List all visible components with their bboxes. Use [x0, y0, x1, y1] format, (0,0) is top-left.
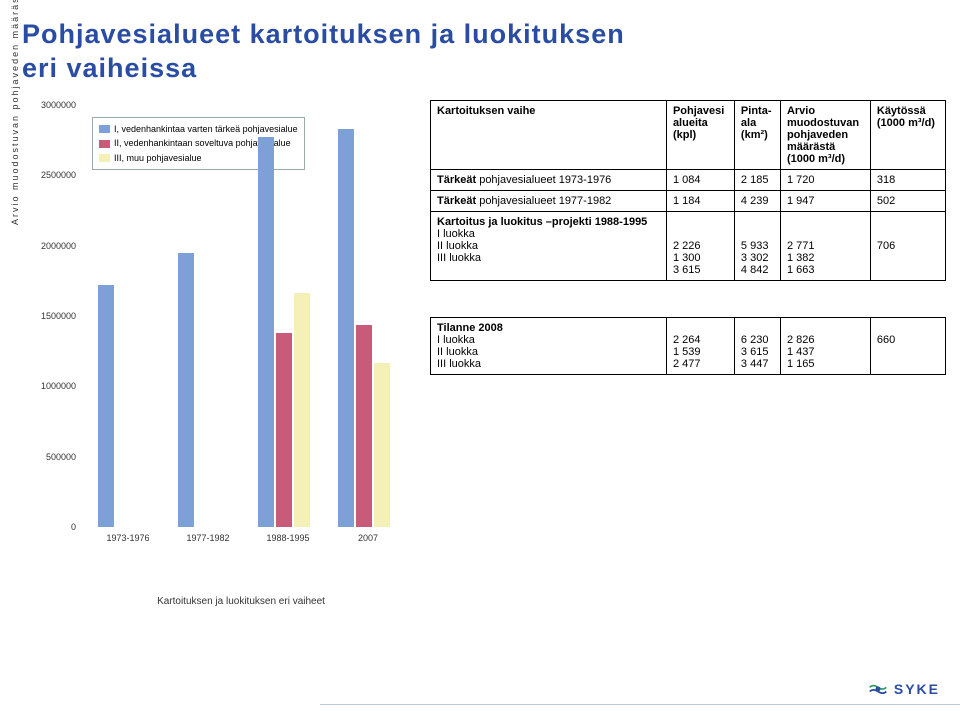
row-label: Kartoitus ja luokitus –projekti 1988-199…	[431, 212, 667, 281]
bar	[294, 293, 310, 527]
logo: SYKE	[868, 679, 940, 699]
table-cell: 1 947	[780, 191, 870, 212]
logo-icon	[868, 679, 888, 699]
table-header: Pinta-ala(km²)	[734, 101, 780, 170]
y-tick: 1500000	[41, 311, 76, 321]
x-tick-label: 1988-1995	[248, 533, 328, 543]
chart-x-caption: Kartoituksen ja luokituksen eri vaiheet	[80, 596, 402, 607]
table-cell: 2 7711 3821 663	[780, 212, 870, 281]
table-cell: 2 2261 3003 615	[666, 212, 734, 281]
table-cell: 1 720	[780, 170, 870, 191]
bar	[178, 253, 194, 527]
table-cell: 2 2641 5392 477	[666, 318, 734, 375]
y-tick: 3000000	[41, 100, 76, 110]
x-tick-label: 2007	[328, 533, 408, 543]
table-cell: 5 9333 3024 842	[734, 212, 780, 281]
x-tick-label: 1973-1976	[88, 533, 168, 543]
bar-chart: Arvio muodostuvan pohjaveden määrästä I,…	[32, 105, 412, 575]
footer-divider	[320, 704, 960, 705]
y-tick: 2000000	[41, 241, 76, 251]
table-header: Kartoituksen vaihe	[431, 101, 667, 170]
table-row: Tärkeät pohjavesialueet 1977-19821 1844 …	[431, 191, 946, 212]
logo-text: SYKE	[894, 681, 940, 697]
table-row: Kartoitus ja luokitus –projekti 1988-199…	[431, 212, 946, 281]
title-line2: eri vaiheissa	[22, 53, 197, 83]
row-label: Tärkeät pohjavesialueet 1973-1976	[431, 170, 667, 191]
data-table: Kartoituksen vaihePohjavesialueita(kpl)P…	[430, 100, 946, 375]
bar	[276, 333, 292, 527]
x-tick-label: 1977-1982	[168, 533, 248, 543]
table-cell: 4 239	[734, 191, 780, 212]
table-cell: 2 185	[734, 170, 780, 191]
y-tick: 2500000	[41, 170, 76, 180]
chart-y-label: Arvio muodostuvan pohjaveden määrästä	[10, 0, 20, 225]
bar	[258, 137, 274, 527]
table-gap	[431, 281, 946, 318]
bar	[356, 325, 372, 527]
table-row: Tilanne 2008I luokkaII luokkaIII luokka2…	[431, 318, 946, 375]
table-cell: 6 2303 6153 447	[734, 318, 780, 375]
chart-plot-area: 0500000100000015000002000000250000030000…	[80, 105, 402, 527]
table-header: Käytössä(1000 m³/d)	[870, 101, 945, 170]
page-title: Pohjavesialueet kartoituksen ja luokituk…	[0, 0, 960, 86]
title-line1: Pohjavesialueet kartoituksen ja luokituk…	[22, 19, 625, 49]
y-tick: 500000	[46, 452, 76, 462]
table-cell: 318	[870, 170, 945, 191]
row-label: Tärkeät pohjavesialueet 1977-1982	[431, 191, 667, 212]
table-header: Pohjavesialueita(kpl)	[666, 101, 734, 170]
bar	[374, 363, 390, 527]
table-cell: 502	[870, 191, 945, 212]
table-header: Arviomuodostuvanpohjavedenmäärästä(1000 …	[780, 101, 870, 170]
y-tick: 1000000	[41, 381, 76, 391]
chart-y-ticks: 0500000100000015000002000000250000030000…	[34, 105, 78, 527]
row-label: Tilanne 2008I luokkaII luokkaIII luokka	[431, 318, 667, 375]
table-cell: 1 184	[666, 191, 734, 212]
bar	[338, 129, 354, 527]
table-cell: 1 084	[666, 170, 734, 191]
bar	[98, 285, 114, 527]
table-cell: 706	[870, 212, 945, 281]
y-tick: 0	[71, 522, 76, 532]
table-cell: 2 8261 4371 165	[780, 318, 870, 375]
table-row: Tärkeät pohjavesialueet 1973-19761 0842 …	[431, 170, 946, 191]
chart-bars: 1973-19761977-19821988-19952007	[80, 105, 402, 527]
table-cell: 660	[870, 318, 945, 375]
